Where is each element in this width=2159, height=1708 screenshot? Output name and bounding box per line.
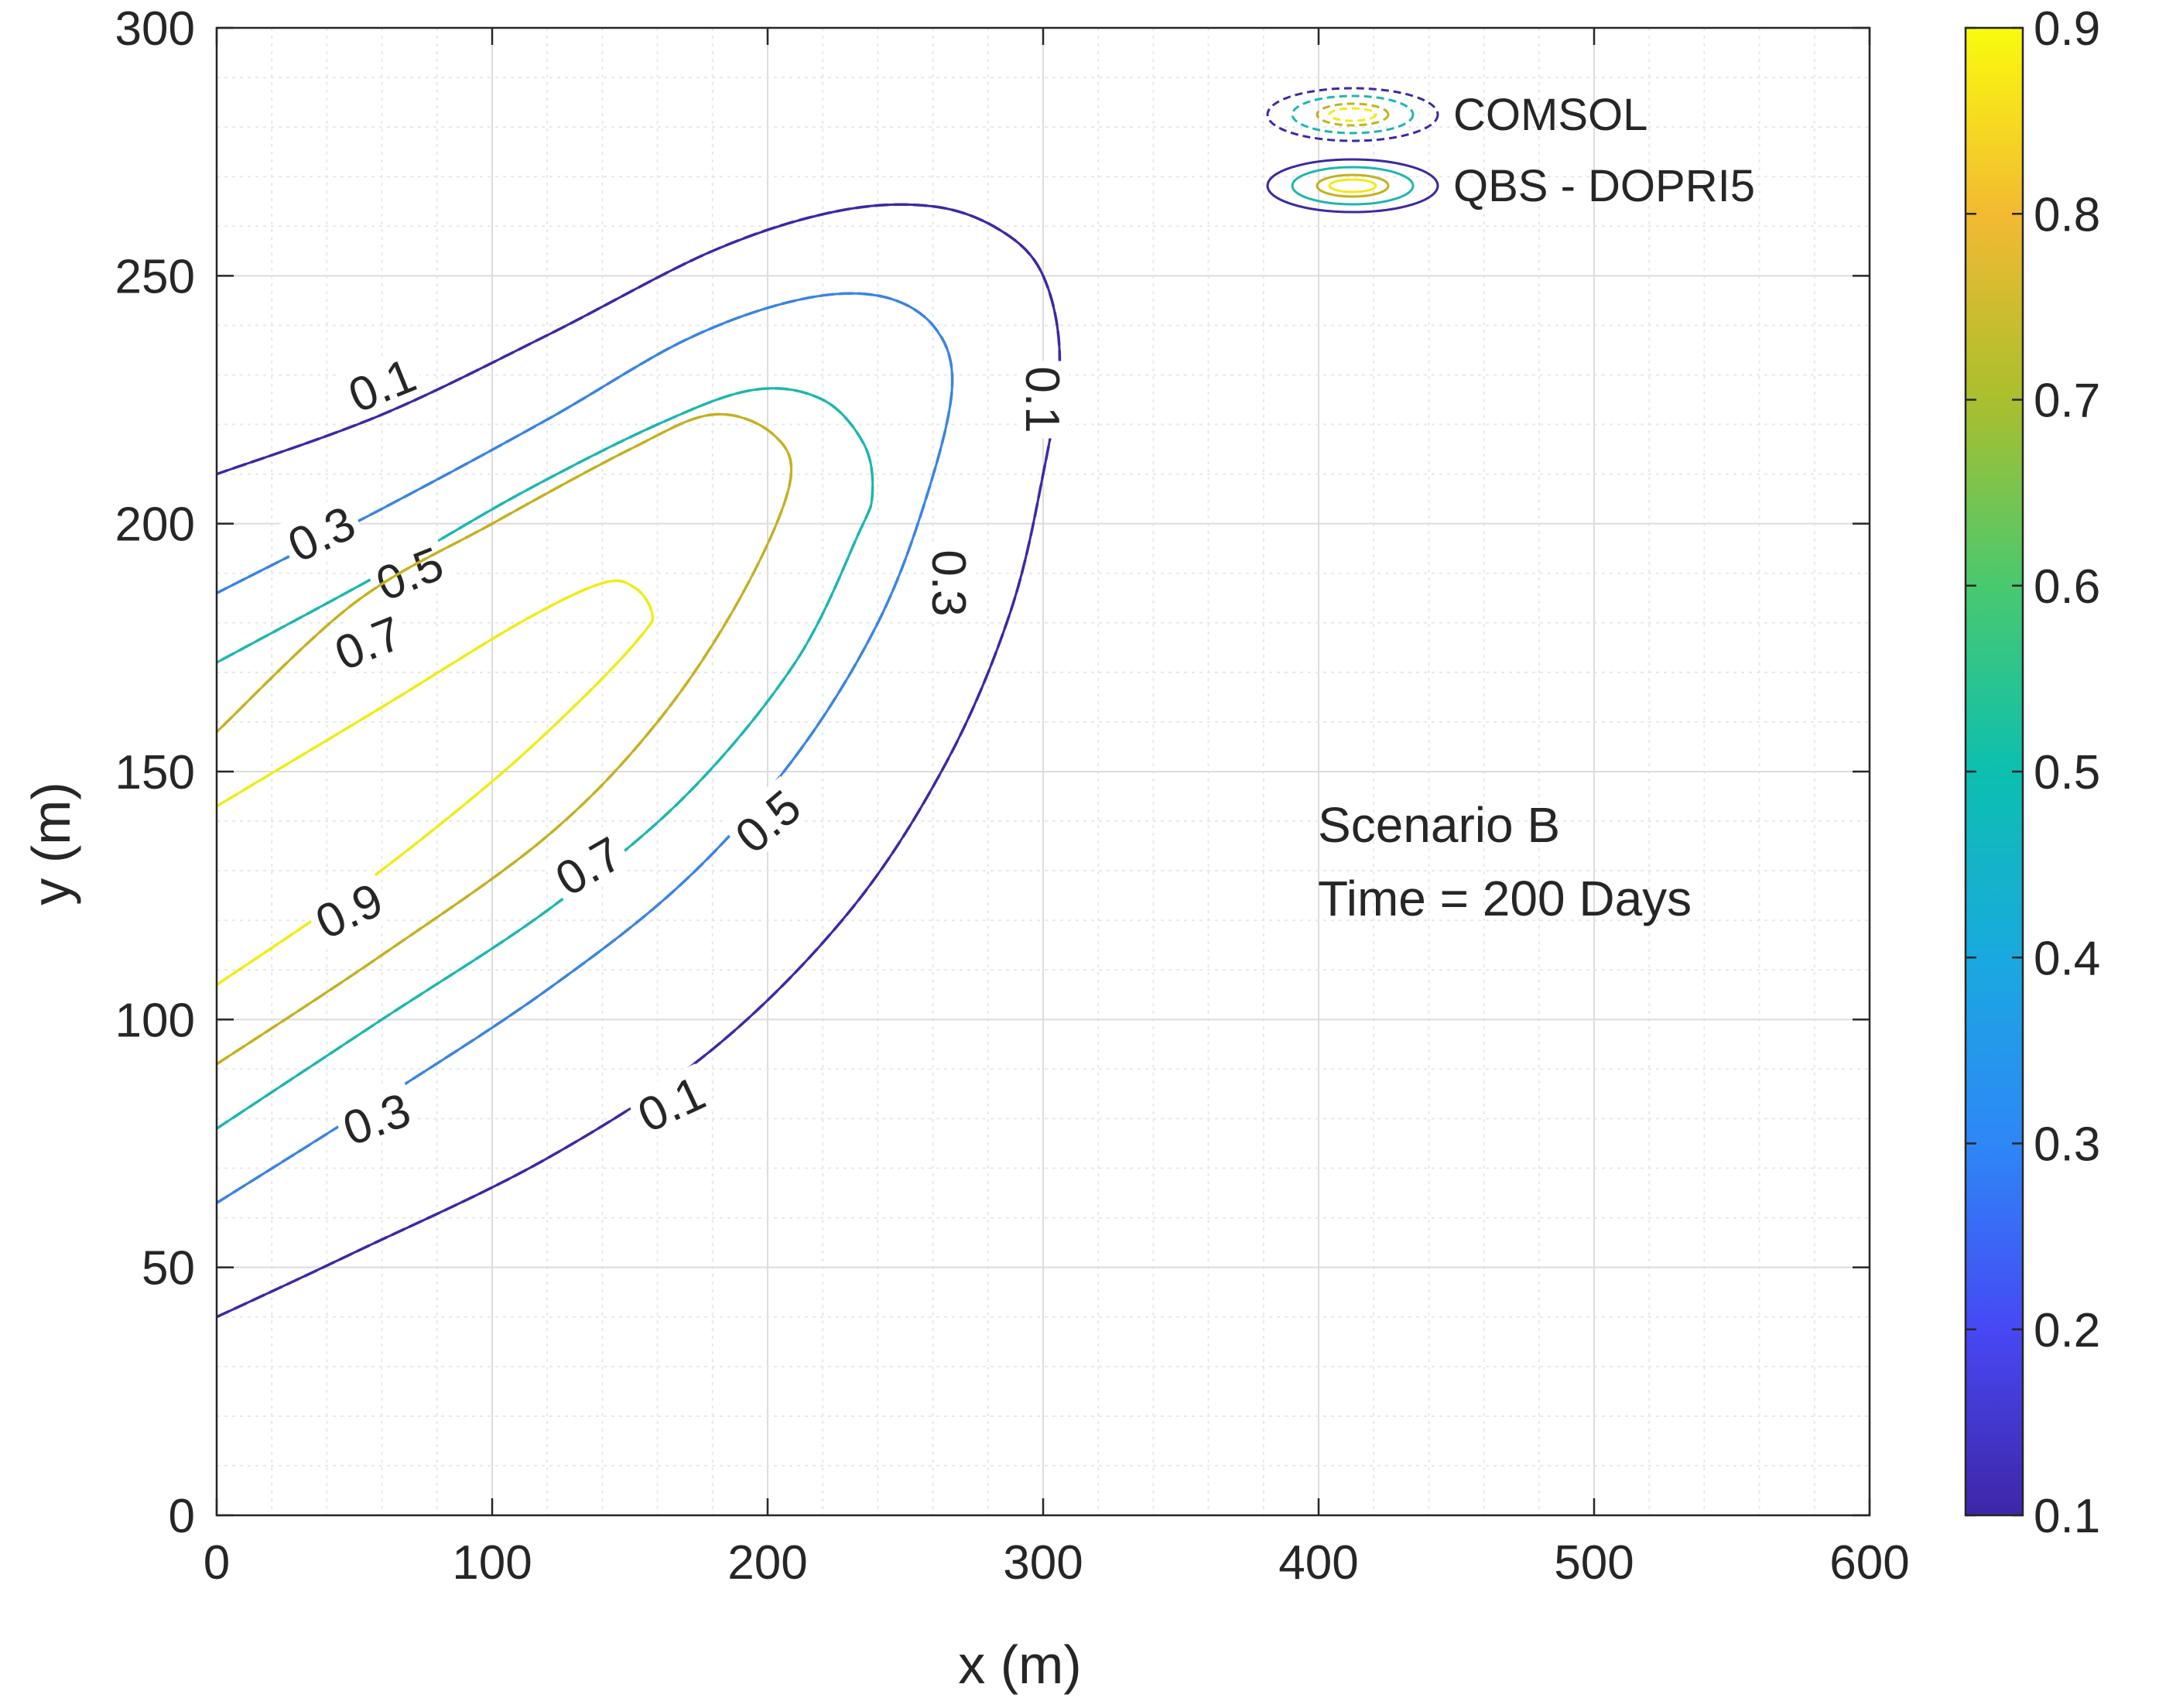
contour-qbs-0-3: [216, 292, 954, 1204]
x-tick-label: 100: [452, 1536, 532, 1590]
colorbar-tick-label: 0.9: [2034, 2, 2100, 56]
contour-label-bg: [1020, 361, 1069, 439]
contour-label-bg: [336, 346, 427, 421]
contour-label-bg: [275, 493, 367, 571]
x-tick-label: 600: [1829, 1536, 1909, 1590]
x-tick-label: 200: [727, 1536, 807, 1590]
contour-label-bg: [542, 823, 634, 905]
scenario-label: Scenario B: [1318, 797, 1560, 853]
contour-qbs-0-7: [215, 412, 793, 1066]
contour-qbs-0-9: [216, 579, 654, 986]
colorbar-tick-label: 0.8: [2034, 188, 2100, 241]
y-tick-label: 50: [142, 1242, 195, 1296]
contour-label-bg: [926, 544, 976, 622]
x-tick-label: 400: [1278, 1536, 1358, 1590]
colorbar-tick-label: 0.1: [2034, 1490, 2100, 1543]
legend-label-comsol: COMSOL: [1453, 90, 1647, 140]
y-tick-label: 250: [115, 250, 195, 303]
y-tick-label: 150: [115, 746, 195, 799]
x-axis-label: x (m): [958, 1634, 1081, 1695]
colorbar: 0.1 0.2 0.3 0.4 0.5 0.6 0.7 0.8 0.9: [1964, 2, 2100, 1543]
colorbar-tick-label: 0.2: [2034, 1304, 2100, 1357]
y-axis-label: y (m): [21, 782, 81, 905]
contour-qbs-0-5: [216, 387, 874, 1130]
contour-label-0-1: 0.1: [1015, 366, 1069, 433]
legend-icon-1: [1316, 173, 1390, 198]
legend-icon-1: [1266, 158, 1439, 214]
contour-label-bg: [322, 604, 413, 679]
y-tick-label: 200: [115, 498, 195, 552]
grid: [216, 27, 1870, 1516]
x-tick-label: 500: [1554, 1536, 1634, 1590]
colorbar-tick-label: 0.6: [2034, 560, 2100, 614]
y-tick-label: 0: [169, 1490, 195, 1543]
contour-label-bg: [720, 775, 813, 864]
axes: 0 100 200 300 400 500 600 0 50 100 150 200 250 300: [115, 2, 1910, 1590]
x-tick-label: 0: [204, 1536, 230, 1590]
legend-icon-1: [1328, 178, 1377, 193]
legend-icon-1: [1291, 166, 1415, 206]
contour-label-0-3: 0.3: [922, 549, 975, 616]
legend-icon-0: [1291, 94, 1415, 135]
colorbar-tick-label: 0.7: [2034, 375, 2100, 428]
colorbar-tick-label: 0.4: [2034, 932, 2100, 985]
contour-label-bg: [303, 870, 394, 948]
contour-label-bg: [330, 1080, 421, 1154]
contour-label-bg: [364, 534, 454, 610]
y-tick-label: 300: [115, 2, 195, 56]
legend-icon-0: [1316, 102, 1390, 127]
colorbar-tick-label: 0.3: [2034, 1118, 2100, 1172]
colorbar-tick-label: 0.5: [2034, 746, 2100, 799]
time-label: Time = 200 Days: [1318, 871, 1692, 926]
legend-icon-0: [1328, 107, 1377, 122]
legend-label-qbs: QBS - DOPRI5: [1453, 161, 1755, 211]
legend-icon-0: [1266, 87, 1439, 142]
contour-label-bg: [624, 1063, 717, 1142]
legend: COMSOL QBS - DOPRI5: [1266, 87, 1755, 214]
y-tick-label: 100: [115, 994, 195, 1047]
x-tick-label: 300: [1003, 1536, 1083, 1590]
